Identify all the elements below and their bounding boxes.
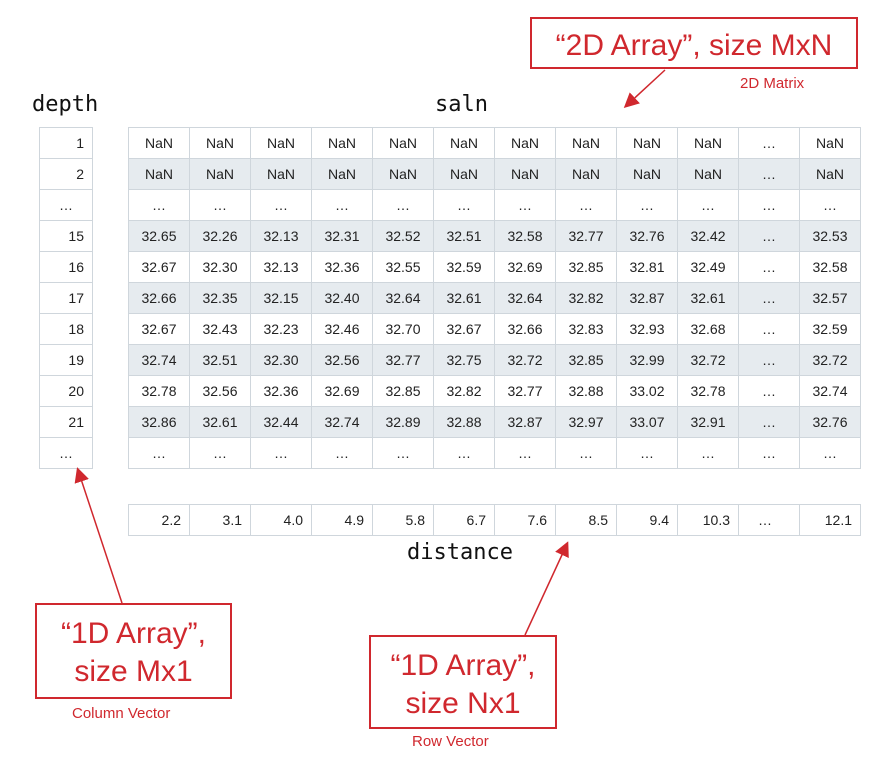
arrow-to-matrix: [626, 70, 665, 106]
arrow-to-depth: [78, 470, 122, 603]
arrow-to-distance: [525, 544, 567, 635]
